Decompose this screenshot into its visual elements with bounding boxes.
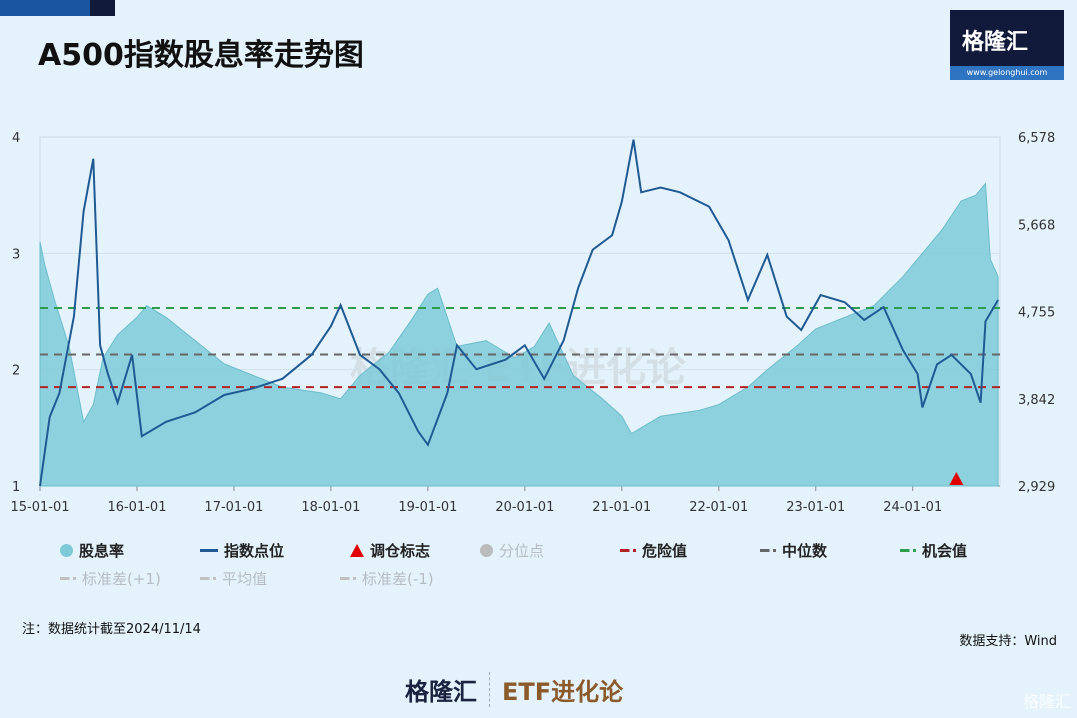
legend-item[interactable]: 指数点位 <box>200 540 284 561</box>
legend-dash-icon <box>200 577 216 580</box>
legend-circle-icon <box>480 544 493 557</box>
legend-item[interactable]: 危险值 <box>620 540 687 561</box>
x-tick-label: 20-01-01 <box>495 500 554 515</box>
left-tick-label: 4 <box>12 131 20 146</box>
x-tick-label: 17-01-01 <box>204 500 263 515</box>
legend-item[interactable]: 机会值 <box>900 540 967 561</box>
footer-brand: 格隆汇 ETF进化论 <box>405 672 623 707</box>
legend-label: 指数点位 <box>224 542 285 560</box>
rebalance-marker <box>949 472 964 485</box>
legend-label: 机会值 <box>922 542 968 560</box>
footer-logo: 格隆汇 <box>405 678 477 706</box>
legend-dash-icon <box>760 549 776 552</box>
left-tick-label: 3 <box>12 247 20 262</box>
x-tick-label: 24-01-01 <box>883 500 942 515</box>
logo-url: www.gelonghui.com <box>950 66 1064 80</box>
legend-item[interactable]: 分位点 <box>480 540 544 561</box>
legend-label: 平均值 <box>222 570 268 588</box>
corner-watermark: 格隆汇 <box>1022 692 1071 711</box>
x-tick-label: 15-01-01 <box>10 500 69 515</box>
legend-label: 调仓标志 <box>370 542 431 560</box>
x-tick-label: 22-01-01 <box>689 500 748 515</box>
dividend-yield-area <box>39 182 999 487</box>
x-tick-label: 18-01-01 <box>301 500 360 515</box>
legend-dash-icon <box>340 577 356 580</box>
right-tick-label: 5,668 <box>1018 218 1055 233</box>
x-tick-label: 23-01-01 <box>786 500 845 515</box>
left-tick-label: 2 <box>12 364 20 379</box>
legend-dash-icon <box>620 549 636 552</box>
legend-item[interactable]: 标准差(-1) <box>340 568 434 589</box>
legend-label: 标准差(-1) <box>362 570 434 588</box>
legend-item[interactable]: 中位数 <box>760 540 827 561</box>
legend-label: 中位数 <box>782 542 828 560</box>
legend-label: 股息率 <box>79 542 125 560</box>
legend-label: 危险值 <box>642 542 688 560</box>
legend-item[interactable]: 调仓标志 <box>350 540 430 561</box>
footer-column: ETF进化论 <box>489 672 623 707</box>
legend-label: 分位点 <box>499 542 545 560</box>
legend-dash-icon <box>60 577 76 580</box>
x-tick-label: 19-01-01 <box>398 500 457 515</box>
x-tick-label: 16-01-01 <box>107 500 166 515</box>
legend-item[interactable]: 标准差(+1) <box>60 568 161 589</box>
right-tick-label: 2,929 <box>1018 480 1055 495</box>
legend-item[interactable]: 股息率 <box>60 540 124 561</box>
legend-dash-icon <box>900 549 916 552</box>
legend-item[interactable]: 平均值 <box>200 568 267 589</box>
legend-circle-icon <box>60 544 73 557</box>
right-tick-label: 3,842 <box>1018 393 1055 408</box>
gelonghui-logo: 格隆汇 www.gelonghui.com <box>950 10 1064 80</box>
right-tick-label: 6,578 <box>1018 131 1055 146</box>
index-level-line <box>39 139 999 487</box>
legend-line-icon <box>200 549 218 552</box>
dividend-yield-chart: 1 2 3 4 2,929 3,842 4,755 5,668 6,578 15-01-01 16-… <box>10 131 1055 515</box>
right-tick-label: 4,755 <box>1018 306 1055 321</box>
page-title: A500指数股息率走势图 <box>38 38 364 73</box>
legend-label: 标准差(+1) <box>82 570 161 588</box>
logo-text: 格隆汇 <box>962 30 1029 55</box>
x-tick-label: 21-01-01 <box>592 500 651 515</box>
legend-triangle-icon <box>350 544 364 557</box>
data-source: 数据支持：Wind <box>959 634 1057 649</box>
top-accent-bar <box>0 0 115 16</box>
data-note: 注：数据统计截至2024/11/14 <box>22 622 201 637</box>
left-tick-label: 1 <box>12 480 20 495</box>
top-accent-bar-dark <box>90 0 115 16</box>
